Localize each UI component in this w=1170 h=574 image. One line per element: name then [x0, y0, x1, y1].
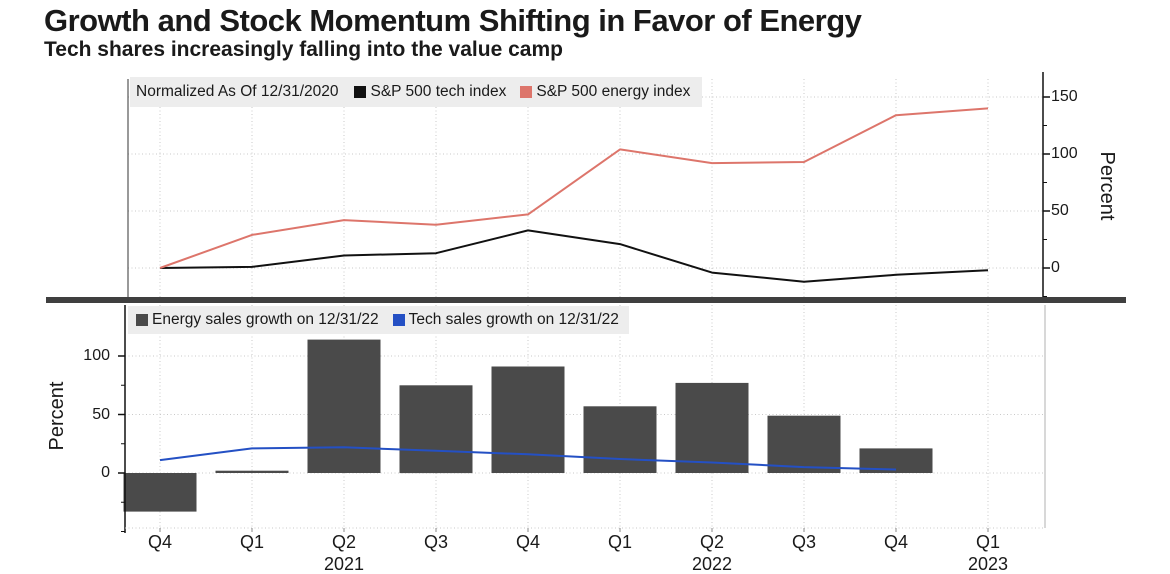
- bottom-y-axis-title: Percent: [46, 381, 68, 451]
- y-tick-label: 100: [1051, 145, 1078, 162]
- tech-sales-swatch: [392, 314, 405, 326]
- year-label: 2023: [967, 554, 1009, 574]
- energy-index-label: S&P 500 energy index: [536, 83, 691, 100]
- top-y-axis-title: Percent: [1096, 151, 1118, 221]
- x-tick-label: Q1: [239, 532, 265, 552]
- legend-item-energy-sales: Energy sales growth on 12/31/22: [136, 311, 379, 329]
- x-tick-label: Q3: [791, 532, 817, 552]
- x-tick-label: Q1: [607, 532, 633, 552]
- energy-sales-bar: [675, 382, 749, 473]
- chart-title: Growth and Stock Momentum Shifting in Fa…: [44, 3, 862, 38]
- normalization-note: Normalized As Of 12/31/2020: [136, 83, 339, 100]
- x-tick-label: Q4: [515, 532, 541, 552]
- y-tick-label: 50: [1051, 202, 1069, 219]
- energy-sales-swatch: [136, 314, 148, 326]
- energy-sales-bar: [583, 406, 657, 473]
- tech-index-label: S&P 500 tech index: [370, 83, 507, 100]
- tech-index-swatch: [354, 86, 367, 98]
- energy-index-swatch: [520, 86, 533, 98]
- y-tick-label: 50: [92, 405, 110, 423]
- chart-subtitle: Tech shares increasingly falling into th…: [44, 38, 563, 61]
- energy-sales-bar: [399, 385, 473, 474]
- legend-item-energy-index: S&P 500 energy index: [520, 83, 690, 101]
- year-label: 2021: [323, 554, 365, 574]
- legend-item-tech-sales: Tech sales growth on 12/31/22: [392, 311, 619, 329]
- energy-sales-bar: [215, 470, 289, 473]
- bottom-legend: Energy sales growth on 12/31/22 Tech sal…: [128, 306, 629, 334]
- x-tick-label: Q3: [423, 532, 449, 552]
- energy-sales-bar: [767, 415, 841, 473]
- tech-index-line: [159, 229, 989, 283]
- x-tick-label: Q4: [883, 532, 909, 552]
- bottom-chart: [118, 305, 1046, 533]
- y-tick-label: 0: [1051, 259, 1060, 276]
- y-tick-label: 0: [101, 464, 110, 481]
- energy-index-line: [159, 107, 989, 269]
- energy-sales-label: Energy sales growth on 12/31/22: [152, 311, 379, 328]
- energy-sales-bar: [307, 339, 381, 473]
- y-tick-label: 100: [83, 347, 110, 364]
- energy-sales-bar: [491, 366, 565, 473]
- top-legend: Normalized As Of 12/31/2020 S&P 500 tech…: [130, 77, 703, 107]
- tech-sales-label: Tech sales growth on 12/31/22: [408, 311, 619, 328]
- top-chart: [127, 72, 1050, 299]
- energy-sales-bar: [123, 473, 197, 512]
- y-tick-label: 150: [1051, 88, 1078, 105]
- x-tick-label: Q2: [331, 532, 357, 552]
- x-tick-label: Q4: [147, 532, 173, 552]
- legend-item-tech-index: S&P 500 tech index: [354, 83, 506, 101]
- tech-sales-line: [159, 446, 897, 471]
- year-label: 2022: [691, 554, 733, 574]
- panel-divider: [46, 297, 1126, 303]
- x-tick-label: Q2: [699, 532, 725, 552]
- x-tick-label: Q1: [975, 532, 1001, 552]
